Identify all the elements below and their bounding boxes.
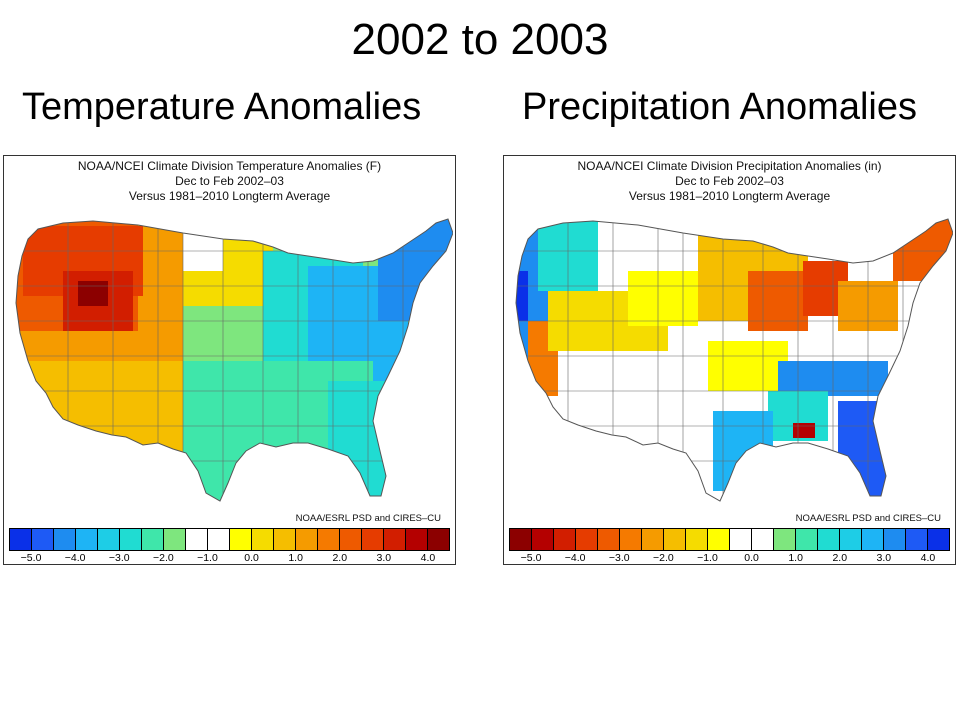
colorbar-tick-label: 2.0 — [332, 552, 348, 564]
colorbar-tick-label: 4.0 — [920, 552, 936, 564]
colorbar-tick-label: 3.0 — [376, 552, 392, 564]
colorbar-swatch — [796, 529, 818, 550]
colorbar-swatch — [274, 529, 296, 550]
precipitation-colorbar — [509, 528, 950, 551]
colorbar-swatch — [428, 529, 449, 550]
temperature-map-period: Dec to Feb 2002–03 — [175, 174, 284, 188]
colorbar-swatch — [32, 529, 54, 550]
colorbar-swatch — [708, 529, 730, 550]
colorbar-tick-label: −5.0 — [20, 552, 42, 564]
colorbar-swatch — [252, 529, 274, 550]
colorbar-swatch — [620, 529, 642, 550]
colorbar-swatch — [164, 529, 186, 550]
temperature-credit: NOAA/ESRL PSD and CIRES–CU — [295, 513, 441, 524]
temperature-heading: Temperature Anomalies — [22, 86, 422, 128]
precipitation-us-map — [515, 218, 953, 502]
colorbar-tick-label: −1.0 — [697, 552, 718, 564]
colorbar-swatch — [752, 529, 774, 550]
colorbar-swatch — [406, 529, 428, 550]
temperature-colorbar — [9, 528, 450, 551]
temperature-colorbar-ticks: −5.0−4.0−3.0−2.0−1.00.01.02.03.04.05.0 — [9, 552, 450, 564]
colorbar-swatch — [642, 529, 664, 550]
colorbar-swatch — [840, 529, 862, 550]
colorbar-swatch — [818, 529, 840, 550]
colorbar-tick-label: 3.0 — [876, 552, 892, 564]
colorbar-swatch — [230, 529, 252, 550]
colorbar-swatch — [664, 529, 686, 550]
colorbar-swatch — [340, 529, 362, 550]
colorbar-swatch — [186, 529, 208, 550]
precipitation-anomaly-map: NOAA/NCEI Climate Division Precipitation… — [503, 155, 956, 565]
colorbar-swatch — [362, 529, 384, 550]
colorbar-swatch — [554, 529, 576, 550]
colorbar-tick-label: −3.0 — [608, 552, 630, 564]
colorbar-swatch — [928, 529, 949, 550]
precipitation-map-title: NOAA/NCEI Climate Division Precipitation… — [577, 159, 882, 173]
temperature-map-baseline: Versus 1981–2010 Longterm Average — [128, 189, 331, 203]
precipitation-credit: NOAA/ESRL PSD and CIRES–CU — [795, 513, 941, 524]
colorbar-swatch — [10, 529, 32, 550]
colorbar-tick-label: −3.0 — [108, 552, 130, 564]
colorbar-swatch — [98, 529, 120, 550]
colorbar-tick-label: −2.0 — [152, 552, 174, 564]
colorbar-swatch — [510, 529, 532, 550]
precipitation-map-period: Dec to Feb 2002–03 — [675, 174, 784, 188]
colorbar-swatch — [208, 529, 230, 550]
colorbar-tick-label: 2.0 — [832, 552, 848, 564]
colorbar-tick-label: −5.0 — [520, 552, 542, 564]
slide-title: 2002 to 2003 — [351, 15, 609, 64]
precipitation-heading: Precipitation Anomalies — [522, 86, 917, 128]
colorbar-tick-label: −1.0 — [197, 552, 218, 564]
colorbar-swatch — [318, 529, 340, 550]
colorbar-swatch — [76, 529, 98, 550]
colorbar-swatch — [884, 529, 906, 550]
colorbar-tick-label: 4.0 — [420, 552, 436, 564]
temperature-anomaly-map: NOAA/NCEI Climate Division Temperature A… — [3, 155, 456, 565]
colorbar-tick-label: 1.0 — [288, 552, 303, 564]
colorbar-swatch — [384, 529, 406, 550]
colorbar-swatch — [54, 529, 76, 550]
colorbar-tick-label: −4.0 — [564, 552, 586, 564]
colorbar-swatch — [142, 529, 164, 550]
colorbar-tick-label: −4.0 — [64, 552, 86, 564]
colorbar-swatch — [120, 529, 142, 550]
colorbar-swatch — [532, 529, 554, 550]
temperature-map-title: NOAA/NCEI Climate Division Temperature A… — [77, 159, 382, 173]
colorbar-swatch — [576, 529, 598, 550]
colorbar-tick-label: −2.0 — [652, 552, 674, 564]
colorbar-swatch — [598, 529, 620, 550]
precipitation-map-baseline: Versus 1981–2010 Longterm Average — [628, 189, 831, 203]
precipitation-map-header: NOAA/NCEI Climate Division Precipitation… — [504, 159, 955, 204]
colorbar-swatch — [730, 529, 752, 550]
colorbar-swatch — [774, 529, 796, 550]
colorbar-swatch — [686, 529, 708, 550]
colorbar-swatch — [296, 529, 318, 550]
colorbar-tick-label: 1.0 — [788, 552, 803, 564]
temperature-us-map — [15, 218, 453, 502]
precipitation-colorbar-ticks: −5.0−4.0−3.0−2.0−1.00.01.02.03.04.05.0 — [509, 552, 950, 564]
temperature-map-header: NOAA/NCEI Climate Division Temperature A… — [4, 159, 455, 204]
colorbar-swatch — [906, 529, 928, 550]
colorbar-tick-label: 0.0 — [744, 552, 759, 564]
colorbar-tick-label: 0.0 — [244, 552, 259, 564]
colorbar-swatch — [862, 529, 884, 550]
